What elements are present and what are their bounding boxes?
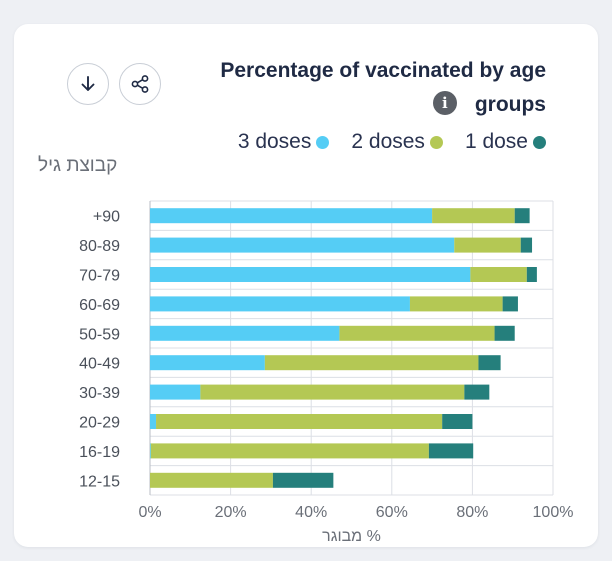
bar-segment-1-dose: [428, 443, 474, 459]
bar-segment-2-doses: [454, 237, 521, 253]
y-axis-title: קבוצת גיל: [38, 155, 118, 176]
y-tick-label: 50-59: [79, 326, 120, 343]
bar-segment-2-doses: [432, 208, 515, 224]
legend-item-2-doses[interactable]: 2 doses: [351, 130, 443, 154]
bar-chart: 0% 20% 40% 60% 80% 100% % מבוגר +90 80-89 70-79 60…: [79, 200, 574, 545]
x-tick-label: 20%: [215, 504, 247, 521]
x-tick-label: 0%: [138, 504, 161, 521]
bar-segment-2-doses: [409, 296, 503, 312]
x-tick-label: 60%: [376, 504, 408, 521]
x-axis-title: % מבוגר: [322, 528, 381, 545]
bar-segment-3-doses: [150, 237, 455, 253]
bar-segment-1-dose: [514, 208, 530, 224]
legend-swatch-2-doses: [429, 135, 443, 149]
legend-label-3-doses: 3 doses: [237, 130, 312, 153]
chart-title-line1: Percentage of vaccinated by age: [220, 59, 546, 82]
legend-item-1-dose[interactable]: 1 dose: [465, 130, 546, 154]
bar-segment-3-doses: [150, 384, 201, 400]
bar-segment-3-doses: [150, 296, 410, 312]
bar-segment-1-dose: [464, 384, 490, 400]
y-tick-label: 16-19: [79, 444, 120, 461]
legend-swatch-1-dose: [533, 135, 546, 149]
chart-title-line2-text: groups: [474, 93, 546, 116]
bar-segment-3-doses: [150, 267, 471, 282]
x-tick-label: 80%: [456, 504, 488, 521]
download-arrow-icon: [81, 76, 95, 91]
chart-legend: 3 doses 2 doses 1 dose: [238, 130, 546, 154]
bar-segment-3-doses: [150, 443, 151, 459]
bar-segment-1-dose: [520, 237, 533, 253]
bar-segment-3-doses: [150, 208, 433, 224]
bar-segment-3-doses: [150, 355, 265, 371]
legend-label-1-dose: 1 dose: [464, 130, 528, 153]
bar-segment-2-doses: [339, 325, 495, 341]
chart-title: Percentage of vaccinated by age i groups: [146, 54, 546, 122]
y-tick-label: 60-69: [79, 297, 120, 314]
y-tick-label: 80-89: [79, 238, 120, 255]
bar-segment-1-dose: [494, 325, 515, 341]
bar-segment-2-doses: [470, 267, 527, 282]
y-tick-label: 30-39: [79, 385, 120, 402]
bar-segment-2-doses: [150, 472, 273, 488]
bar-segment-1-dose: [526, 267, 537, 282]
bar-segment-3-doses: [150, 414, 157, 429]
y-tick-label: 40-49: [79, 356, 120, 373]
bar-segment-1-dose: [272, 472, 334, 488]
chart-card: Percentage of vaccinated by age i groups …: [14, 24, 598, 547]
x-tick-label: 40%: [295, 504, 327, 521]
y-tick-label: 20-29: [79, 415, 120, 432]
bar-segment-2-doses: [156, 414, 443, 429]
chart-title-line2: i groups: [146, 88, 546, 122]
info-icon[interactable]: i: [432, 91, 457, 116]
y-tick-label: 70-79: [79, 268, 120, 285]
legend-swatch-3-doses: [316, 135, 330, 149]
bar-segment-1-dose: [442, 414, 473, 429]
bar-segment-1-dose: [502, 296, 518, 312]
legend-item-3-doses[interactable]: 3 doses: [238, 130, 330, 154]
bar-segment-1-dose: [478, 355, 501, 371]
share-icon: [131, 75, 149, 93]
share-button[interactable]: [119, 63, 161, 105]
legend-label-2-doses: 2 doses: [351, 130, 425, 153]
bar-segment-2-doses: [264, 355, 479, 371]
y-tick-label: 12-15: [79, 473, 120, 490]
y-tick-label: +90: [93, 209, 120, 226]
x-tick-label: 100%: [533, 504, 574, 521]
bar-segment-3-doses: [150, 325, 340, 341]
bar-segment-2-doses: [150, 443, 429, 459]
download-button[interactable]: [67, 63, 109, 105]
bar-segment-2-doses: [200, 384, 465, 400]
